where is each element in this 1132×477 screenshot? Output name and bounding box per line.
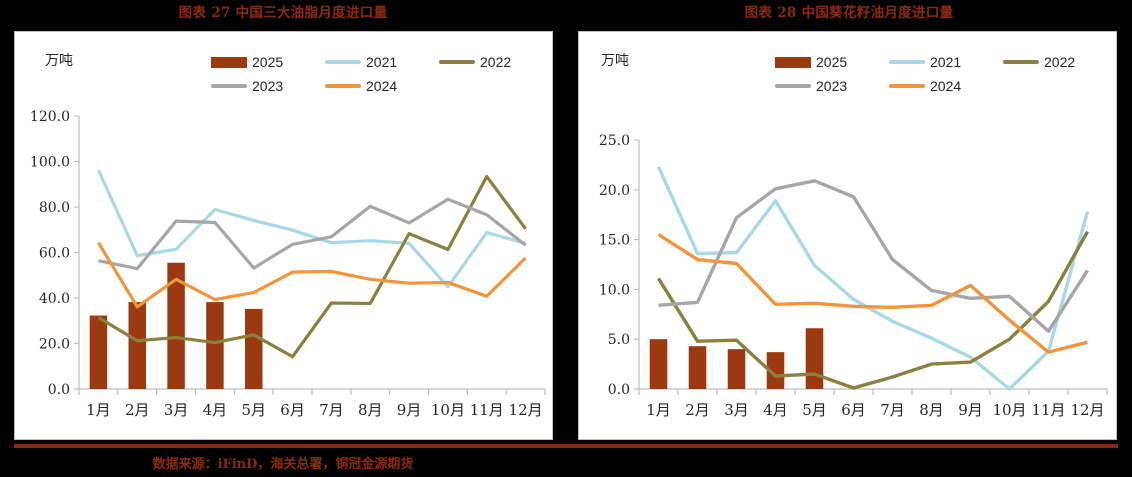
- footer-divider: [14, 444, 1118, 448]
- bar-2025-4月: [766, 352, 785, 389]
- y-axis-tick-label: 0.0: [608, 382, 630, 398]
- chart-plot-left: 0.0 20.0 40.0 60.0 80.0 100.0 120.0 1月 2月 3月 4月 5月 6…: [30, 109, 546, 419]
- legend-label-2023: 2023: [816, 78, 848, 94]
- x-axis-tick-label: 5月: [802, 401, 827, 419]
- x-axis-tick-label: 3月: [724, 401, 749, 419]
- x-axis-tick-label: 12月: [1070, 401, 1104, 419]
- legend-swatch-2022: [1003, 60, 1039, 64]
- x-axis-tick-label: 1月: [86, 401, 111, 419]
- y-axis-tick-label: 40.0: [39, 291, 70, 307]
- bar-2025-1月: [89, 315, 108, 389]
- y-axis-unit-label-left: 万吨: [45, 53, 73, 69]
- legend-label-2021: 2021: [930, 54, 962, 70]
- legend-swatch-2024: [889, 84, 925, 88]
- y-axis-tick-label: 20.0: [599, 183, 630, 199]
- chart-plot-right: 0.0 5.0 10.0 15.0 20.0 25.0 1月 2月 3月 4月 5月 6月 7月 8月 9月…: [599, 133, 1108, 419]
- legend-label-2022: 2022: [480, 54, 512, 70]
- y-axis-tick-label: 0.0: [48, 382, 70, 398]
- legend-item-2022[interactable]: 2022: [1003, 50, 1075, 74]
- x-axis-tick-label: 11月: [470, 401, 504, 419]
- legend-label-2023: 2023: [252, 78, 284, 94]
- line-series-2023: [98, 197, 527, 271]
- legend-item-2025[interactable]: 2025: [211, 50, 321, 74]
- x-axis-tick-label: 9月: [397, 401, 422, 419]
- bar-2025-1月: [649, 339, 668, 389]
- x-axis-tick-label: 2月: [125, 401, 150, 419]
- legend-swatch-2021: [889, 60, 925, 64]
- y-axis-tick-label: 80.0: [39, 200, 70, 216]
- legend-swatch-2024: [325, 84, 361, 88]
- x-axis-tick-label: 7月: [319, 401, 344, 419]
- legend-item-2021[interactable]: 2021: [325, 50, 435, 74]
- bar-2025-2月: [128, 302, 146, 389]
- legend-swatch-2025: [775, 56, 811, 68]
- legend-swatch-2023: [211, 84, 247, 88]
- line-series-2023: [658, 179, 1089, 333]
- line-series-2021: [96, 169, 527, 289]
- x-axis-tick-label: 10月: [431, 401, 465, 419]
- x-axis-tick-label: 2月: [685, 401, 710, 419]
- chart-panel-right: 万吨 2025 2021 2022 2023 2024 0.0 5.0 10.0 15.0 20…: [578, 31, 1117, 440]
- legend-swatch-2025: [211, 56, 247, 68]
- x-axis-tick-label: 5月: [241, 401, 266, 419]
- x-axis-tick-label: 1月: [646, 401, 671, 419]
- x-axis-tick-label: 4月: [763, 401, 788, 419]
- bar-2025-3月: [167, 262, 185, 389]
- x-axis-tick-label: 11月: [1031, 401, 1065, 419]
- x-axis-tick-label: 8月: [919, 401, 944, 419]
- legend-label-2024: 2024: [366, 78, 398, 94]
- x-axis-tick-label: 7月: [880, 401, 905, 419]
- bar-2025-3月: [727, 349, 746, 389]
- chart-legend-right: 2025 2021 2022 2023 2024: [775, 50, 1105, 98]
- chart-title-left: 图表 27 中国三大油脂月度进口量: [178, 5, 388, 21]
- bar-2025-5月: [805, 328, 824, 389]
- y-axis-unit-label-right: 万吨: [601, 53, 629, 69]
- data-source-note: 数据来源：iFinD，海关总署，铜冠金源期货: [152, 457, 414, 472]
- y-axis-tick-label: 100.0: [30, 155, 70, 171]
- x-axis-tick-label: 12月: [509, 401, 543, 419]
- x-axis-tick-label: 10月: [992, 401, 1026, 419]
- y-axis-tick-label: 60.0: [39, 246, 70, 262]
- y-axis-tick-label: 10.0: [599, 282, 630, 298]
- line-series-2022: [657, 230, 1089, 390]
- legend-item-2023[interactable]: 2023: [211, 74, 321, 98]
- x-axis-tick-label: 6月: [280, 401, 305, 419]
- chart-legend-left: 2025 2021 2022 2023 2024: [211, 50, 541, 98]
- x-axis-tick-label: 4月: [203, 401, 228, 419]
- legend-label-2024: 2024: [930, 78, 962, 94]
- legend-item-2022[interactable]: 2022: [439, 50, 511, 74]
- legend-item-2025[interactable]: 2025: [775, 50, 885, 74]
- line-series-2022: [97, 174, 527, 359]
- legend-item-2021[interactable]: 2021: [889, 50, 999, 74]
- bar-2025-4月: [206, 302, 224, 389]
- legend-label-2025: 2025: [816, 54, 848, 70]
- x-axis-tick-label: 3月: [164, 401, 189, 419]
- line-series-2024: [97, 241, 527, 309]
- bar-2025-2月: [688, 346, 707, 389]
- legend-item-2024[interactable]: 2024: [889, 74, 961, 98]
- legend-item-2024[interactable]: 2024: [325, 74, 397, 98]
- line-series-2021: [656, 166, 1090, 391]
- y-axis-tick-label: 15.0: [599, 233, 630, 249]
- bar-2025-5月: [245, 308, 263, 389]
- legend-label-2022: 2022: [1044, 54, 1076, 70]
- x-axis-tick-label: 9月: [958, 401, 983, 419]
- y-axis-tick-label: 20.0: [39, 337, 70, 353]
- legend-swatch-2022: [439, 60, 475, 64]
- y-axis-tick-label: 25.0: [599, 133, 630, 149]
- legend-label-2021: 2021: [366, 54, 398, 70]
- y-axis-tick-label: 120.0: [30, 109, 70, 125]
- chart-panel-left: 万吨 2025 2021 2022 2023 2024 0.0 20.0 40.0 60.0 8…: [14, 31, 553, 440]
- chart-title-right: 图表 28 中国葵花籽油月度进口量: [744, 5, 954, 21]
- legend-label-2025: 2025: [252, 54, 284, 70]
- legend-swatch-2021: [325, 60, 361, 64]
- legend-item-2023[interactable]: 2023: [775, 74, 885, 98]
- x-axis-tick-label: 8月: [358, 401, 383, 419]
- x-axis-tick-label: 6月: [841, 401, 866, 419]
- legend-swatch-2023: [775, 84, 811, 88]
- line-series-2024: [657, 233, 1088, 354]
- y-axis-tick-label: 5.0: [608, 332, 630, 348]
